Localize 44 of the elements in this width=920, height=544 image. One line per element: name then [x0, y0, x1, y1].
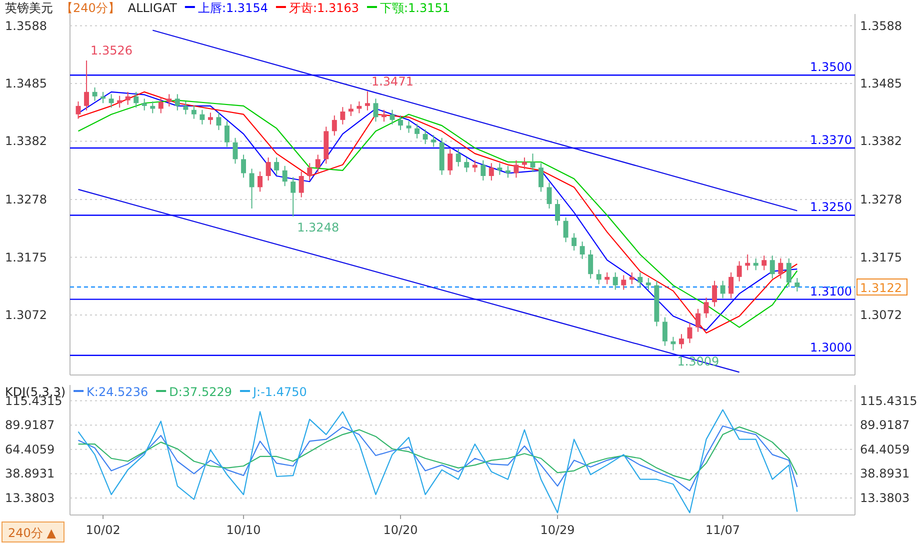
x-tick-label: 10/10 — [226, 523, 261, 537]
y-tick-label: 64.4059 — [5, 442, 55, 456]
y-tick-label: 1.3072 — [5, 308, 47, 322]
y2-tick-label: 115.4315 — [860, 394, 918, 408]
legend-label: 下颚:1.3151 — [380, 1, 450, 15]
x-tick-label: 11/07 — [705, 523, 740, 537]
ref-line-label: 1.3500 — [810, 60, 852, 74]
y2-tick-label: 1.3175 — [860, 250, 902, 264]
y2-tick-label: 1.3485 — [860, 76, 902, 91]
x-tick-label: 10/29 — [540, 523, 575, 537]
y-tick-label: 1.3588 — [5, 18, 47, 33]
y2-tick-label: 64.4059 — [860, 442, 910, 456]
y-tick-label: 89.9187 — [5, 418, 55, 432]
text: 240分 ▲ — [8, 526, 57, 540]
x-tick-label: 10/02 — [86, 523, 120, 537]
y-tick-label: 38.8931 — [5, 466, 55, 481]
legend-label: K:24.5236 — [86, 385, 148, 399]
ref-line-label: 1.3122 — [860, 280, 902, 295]
x-tick-label: 10/20 — [383, 523, 418, 537]
y-tick-label: 1.3278 — [5, 192, 47, 207]
y-tick-label: 1.3382 — [5, 134, 47, 148]
legend-label: 牙齿:1.3163 — [288, 1, 359, 15]
y-tick-label: 1.3485 — [5, 76, 47, 91]
legend-title: ALLIGAT — [128, 1, 178, 15]
y2-tick-label: 89.9187 — [860, 418, 910, 432]
legend-label: J:-1.4750 — [252, 385, 307, 399]
chart-subtitle: 【240分】 — [61, 1, 120, 15]
y-tick-label: 13.3803 — [5, 491, 55, 506]
annotation: 1.3526 — [90, 44, 133, 58]
ref-line-label: 1.3370 — [810, 132, 852, 147]
annotation: 1.3248 — [297, 220, 340, 234]
annotation: 1.3471 — [371, 74, 414, 88]
y2-tick-label: 1.3072 — [860, 308, 902, 322]
legend-label: D:37.5229 — [169, 385, 232, 399]
y2-tick-label: 38.8931 — [860, 466, 910, 481]
ref-line-label: 1.3000 — [810, 340, 852, 354]
y2-tick-label: 13.3803 — [860, 491, 910, 506]
y2-tick-label: 1.3278 — [860, 192, 902, 207]
y-tick-label: 1.3175 — [5, 250, 47, 264]
chart-title: 英镑美元 — [5, 1, 53, 15]
y2-tick-label: 1.3382 — [860, 134, 902, 148]
y2-tick-label: 1.3588 — [860, 18, 902, 33]
ref-line-label: 1.3250 — [810, 200, 852, 214]
legend-label: 上唇:1.3154 — [198, 1, 268, 15]
